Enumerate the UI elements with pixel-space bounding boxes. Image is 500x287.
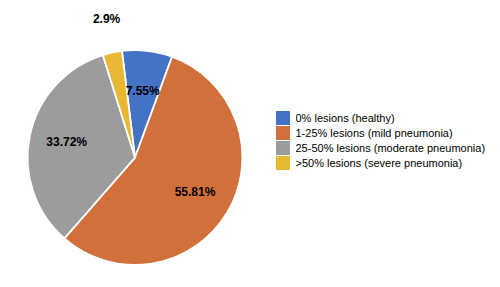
html-text:0% lesions (healthy): 0% lesions (healthy) (295, 111, 395, 124)
svg-text:2.9%: 2.9% (93, 12, 121, 26)
svg-text:55.81%: 55.81% (175, 185, 216, 199)
html-text:25-50% lesions (moderate pneum: 25-50% lesions (moderate pneumonia) (295, 141, 486, 154)
html-text:>50% lesions (severe pneumonia: >50% lesions (severe pneumonia) (295, 156, 463, 169)
svg-text:7.55%: 7.55% (126, 84, 160, 98)
html-text:1-25% lesions (mild pneumonia): 1-25% lesions (mild pneumonia) (295, 126, 453, 139)
svg-text:33.72%: 33.72% (46, 135, 87, 149)
